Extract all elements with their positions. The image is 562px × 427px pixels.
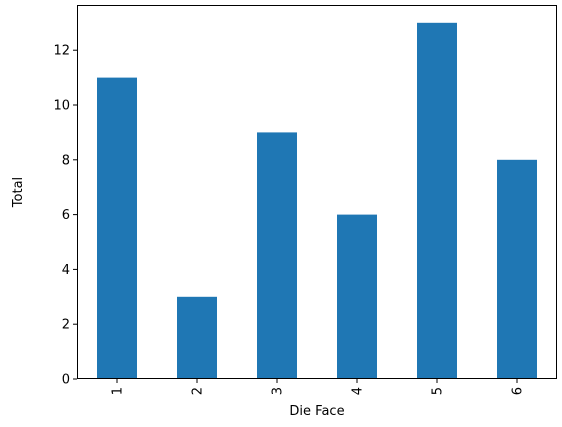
bars-group — [97, 22, 537, 380]
y-tick-label: 10 — [53, 99, 70, 114]
y-tick-label: 4 — [62, 263, 70, 278]
bar-5 — [417, 22, 457, 380]
x-axis-label: Die Face — [289, 404, 344, 419]
x-tick-label: 3 — [271, 387, 286, 395]
x-axis-ticks: 1 2 3 4 5 6 — [111, 379, 526, 395]
y-tick-label: 12 — [53, 44, 70, 59]
x-tick-label: 6 — [511, 387, 526, 395]
bar-4 — [337, 214, 377, 379]
y-tick-label: 6 — [62, 208, 70, 223]
y-axis-label: Total — [11, 177, 26, 208]
y-axis-ticks: 0 2 4 6 8 10 12 — [53, 44, 77, 388]
y-tick-label: 0 — [62, 373, 70, 388]
plot-frame — [77, 5, 557, 379]
x-tick-label: 4 — [351, 387, 366, 395]
y-tick-label: 8 — [62, 153, 70, 168]
bar-3 — [257, 132, 297, 379]
x-tick-label: 1 — [111, 387, 126, 395]
bar-6 — [497, 159, 537, 379]
y-tick-label: 2 — [62, 318, 70, 333]
bar-1 — [97, 77, 137, 379]
x-tick-label: 2 — [191, 387, 206, 395]
bar-2 — [177, 296, 217, 379]
x-tick-label: 5 — [431, 387, 446, 395]
